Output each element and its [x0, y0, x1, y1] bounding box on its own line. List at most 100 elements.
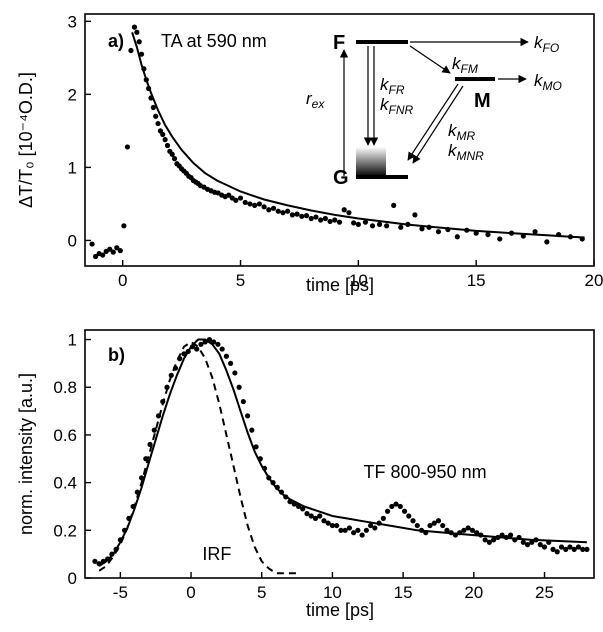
- data-point: [117, 248, 123, 254]
- data-point: [244, 413, 251, 419]
- data-point: [532, 229, 538, 235]
- x-tick-label: 0: [118, 271, 127, 290]
- y-tick-label: 0.4: [53, 474, 77, 493]
- data-point: [465, 525, 471, 531]
- data-point: [171, 156, 178, 162]
- data-point: [300, 506, 306, 512]
- data-point: [232, 370, 238, 376]
- rate-k-mnr: kMNR: [448, 141, 484, 163]
- arrow-m-to-g-nonradiative: [412, 85, 464, 164]
- x-tick-label: 15: [467, 271, 486, 290]
- data-point: [362, 219, 369, 225]
- data-point: [247, 201, 253, 207]
- data-point: [285, 208, 291, 214]
- panel-a-x-ticks: 0 5 10 15 20: [118, 260, 603, 290]
- data-point: [107, 246, 113, 252]
- data-point: [121, 223, 127, 229]
- data-point: [544, 239, 550, 245]
- data-point: [215, 341, 221, 347]
- rate-k-fo: kFO: [534, 33, 559, 55]
- y-tick-label: 1: [68, 158, 77, 177]
- y-tick-label: 0.8: [53, 378, 77, 397]
- data-point: [138, 475, 145, 481]
- fit-curve: [98, 338, 587, 567]
- data-point: [228, 360, 234, 366]
- data-point: [384, 508, 391, 514]
- x-tick-label: 10: [349, 271, 368, 290]
- data-point: [355, 221, 361, 227]
- rate-k-mr: kMR: [448, 121, 475, 143]
- fit-curve: [131, 31, 585, 239]
- x-tick-label: 25: [535, 583, 554, 602]
- data-point: [336, 219, 343, 225]
- data-point: [363, 527, 369, 533]
- data-point: [124, 144, 131, 150]
- data-point: [393, 501, 399, 507]
- state-label-m: M: [474, 90, 491, 112]
- data-point: [233, 197, 239, 203]
- data-point: [391, 202, 397, 208]
- x-tick-label: 0: [186, 583, 195, 602]
- rate-k-fnr: kFNR: [380, 95, 413, 117]
- data-point: [401, 508, 408, 514]
- data-point: [491, 537, 497, 543]
- data-point: [138, 51, 145, 57]
- data-point: [136, 39, 142, 45]
- data-point: [558, 544, 565, 550]
- y-tick-label: 0.6: [53, 426, 77, 445]
- data-point: [223, 353, 229, 359]
- data-point: [131, 24, 138, 30]
- data-point: [89, 241, 95, 247]
- panel-b-tag: b): [108, 345, 125, 365]
- data-point: [280, 210, 286, 216]
- ground-state-gradient: [356, 147, 386, 177]
- data-point: [325, 520, 331, 526]
- data-point: [474, 530, 480, 536]
- data-point: [351, 220, 357, 226]
- data-point: [304, 511, 310, 517]
- data-point: [444, 527, 450, 533]
- panel-b-annotation-irf: IRF: [202, 544, 231, 564]
- data-point: [162, 137, 168, 143]
- panel-b-x-ticks: -5 0 5 10 15 20 25: [113, 572, 554, 602]
- data-point: [93, 253, 99, 260]
- data-point: [275, 208, 281, 214]
- data-point: [550, 546, 556, 552]
- data-point: [529, 539, 535, 545]
- data-point: [435, 518, 442, 524]
- data-point: [346, 525, 352, 531]
- data-point: [299, 213, 305, 219]
- data-point: [313, 214, 319, 220]
- data-point: [332, 217, 338, 223]
- panel-b: -5 0 5 10 15 20 25 0 0.2 0.4 0.6 0.8 1 time [ps] no…: [16, 329, 595, 620]
- data-point: [368, 522, 374, 529]
- data-point: [454, 234, 460, 240]
- data-point: [346, 210, 352, 216]
- data-point: [469, 527, 476, 533]
- data-point: [261, 204, 267, 210]
- data-point: [194, 346, 200, 352]
- data-point: [329, 522, 336, 529]
- rate-k-fm: kFM: [452, 54, 478, 76]
- panel-b-y-ticks: 0 0.2 0.4 0.6 0.8 1: [53, 331, 91, 588]
- y-tick-label: 3: [68, 12, 77, 31]
- data-point: [303, 213, 310, 219]
- data-point: [169, 151, 175, 157]
- data-point: [359, 532, 365, 538]
- panel-a-frame: [84, 13, 595, 267]
- data-point: [431, 520, 437, 526]
- data-point: [554, 549, 560, 555]
- y-tick-label: 0: [68, 569, 77, 588]
- data-point: [153, 113, 159, 119]
- data-point: [397, 503, 403, 510]
- data-point: [427, 522, 433, 529]
- data-point: [389, 503, 395, 510]
- panel-b-annotation-tf: TF 800-950 nm: [364, 462, 487, 482]
- data-point: [380, 515, 386, 521]
- data-point: [110, 249, 116, 255]
- data-point: [155, 120, 161, 127]
- data-point: [580, 546, 586, 552]
- panel-a-annotation: TA at 590 nm: [161, 31, 267, 51]
- data-point: [128, 47, 134, 54]
- data-point: [256, 201, 262, 207]
